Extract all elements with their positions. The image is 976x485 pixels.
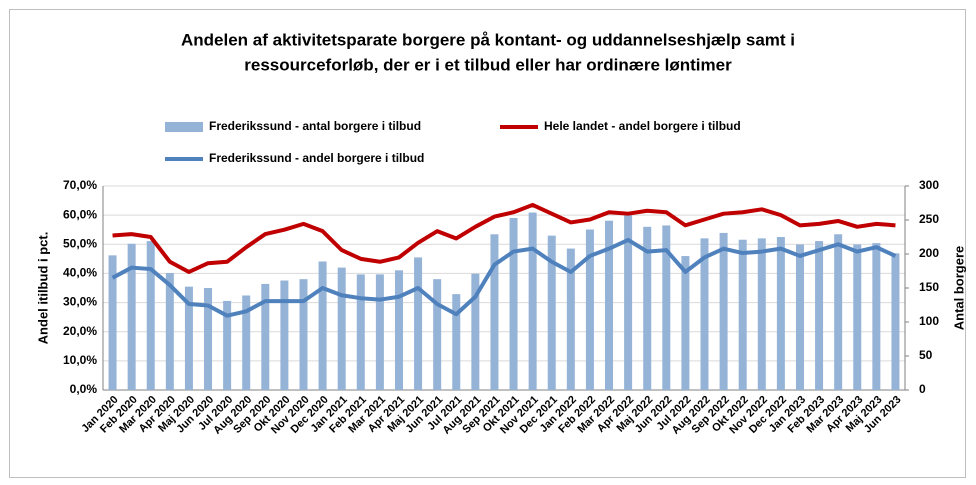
y-tick-label: 70,0%	[63, 178, 97, 192]
y2-tick-label: 50	[919, 348, 933, 362]
bar	[776, 237, 785, 390]
bar	[108, 255, 117, 390]
bar	[223, 300, 232, 390]
chart-title: ressourceforløb, der er i et tilbud elle…	[244, 55, 732, 74]
line	[112, 202, 896, 274]
bar	[509, 217, 518, 390]
y-tick-label: 30,0%	[63, 295, 97, 309]
y2-tick-label: 250	[919, 212, 939, 226]
bar	[375, 274, 384, 390]
bar	[242, 295, 251, 390]
bar	[624, 215, 633, 390]
y2-tick-label: 0	[919, 382, 926, 396]
bar	[566, 248, 575, 390]
bar	[547, 235, 556, 390]
line	[111, 237, 897, 318]
bar	[414, 257, 423, 390]
bar	[452, 294, 461, 390]
legend-label: Frederikssund - andel borgere i tilbud	[209, 151, 424, 165]
bar	[165, 273, 174, 390]
bar	[834, 234, 843, 390]
y-tick-label: 10,0%	[63, 353, 97, 367]
bar	[643, 226, 652, 390]
y2-tick-label: 150	[919, 280, 939, 294]
y2-tick-label: 200	[919, 246, 939, 260]
chart-frame	[9, 9, 966, 478]
y2-tick-label: 100	[919, 314, 939, 328]
y2-axis-label: Antal borgere	[951, 246, 966, 331]
bar	[795, 244, 804, 390]
y2-tick-label: 300	[919, 178, 939, 192]
y-tick-label: 20,0%	[63, 324, 97, 338]
bar	[662, 225, 671, 390]
bar	[872, 243, 881, 390]
legend-swatch	[165, 122, 203, 132]
bar	[433, 279, 442, 390]
bar	[738, 239, 747, 390]
bar	[127, 243, 136, 390]
bar	[719, 232, 728, 390]
bar	[490, 234, 499, 390]
bar	[280, 280, 289, 390]
bar	[891, 253, 900, 390]
bar	[605, 220, 614, 390]
y-axis-label: Andel itilbud i pct.	[35, 232, 50, 345]
y-tick-label: 50,0%	[63, 236, 97, 250]
bar	[394, 270, 403, 390]
y-tick-label: 60,0%	[63, 207, 97, 221]
legend-label: Hele landet - andel borgere i tilbud	[544, 119, 741, 133]
chart-title: Andelen af aktivitetsparate borgere på k…	[181, 30, 795, 49]
bar	[528, 212, 537, 390]
bar	[853, 244, 862, 390]
bar	[471, 273, 480, 390]
bar	[757, 238, 766, 390]
legend-label: Frederikssund - antal borgere i tilbud	[209, 119, 421, 133]
bar	[318, 261, 327, 390]
bar	[815, 241, 824, 390]
bar	[261, 283, 270, 390]
bar	[337, 267, 346, 390]
bar	[299, 279, 308, 390]
bar	[184, 286, 193, 390]
bar	[204, 288, 213, 390]
bar	[585, 229, 594, 390]
bar	[146, 241, 155, 390]
y-tick-label: 0,0%	[70, 382, 98, 396]
bar	[681, 256, 690, 390]
y-tick-label: 40,0%	[63, 266, 97, 280]
bar	[700, 238, 709, 390]
bar	[356, 274, 365, 390]
